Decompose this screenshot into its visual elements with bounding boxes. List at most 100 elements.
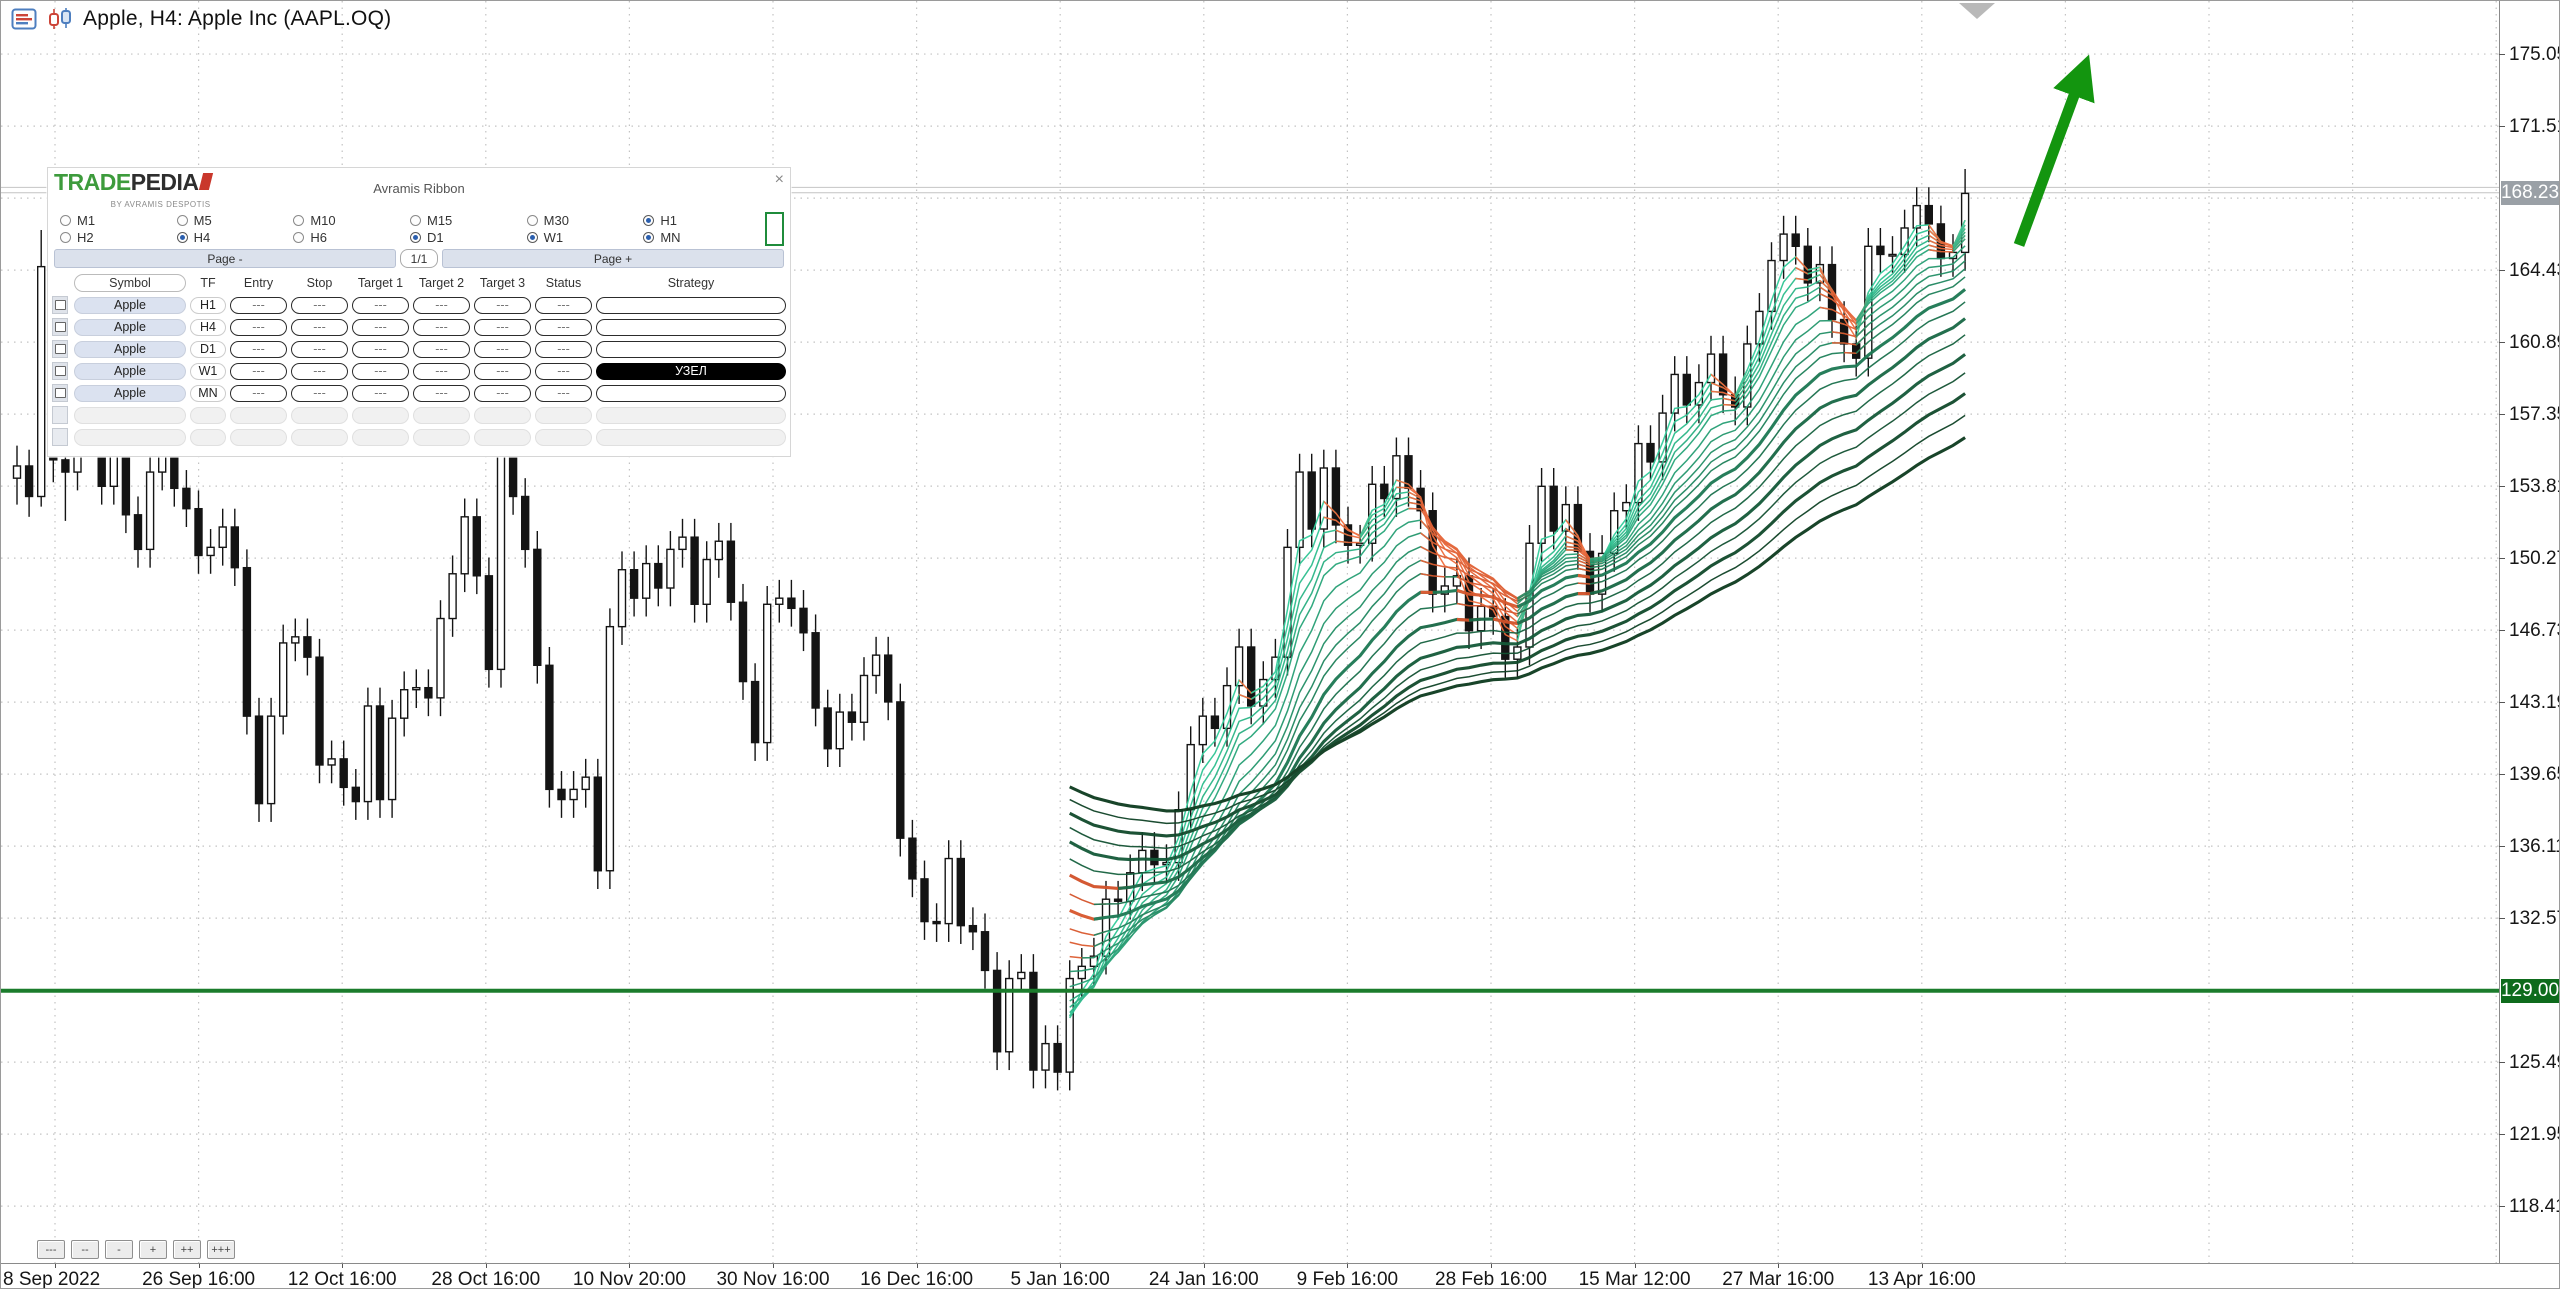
entry-cell[interactable]: --- — [230, 340, 287, 358]
timeframe-option-h6[interactable]: H6 — [293, 230, 410, 245]
radio-icon[interactable] — [409, 232, 421, 243]
symbol-cell[interactable]: Apple — [74, 362, 186, 380]
timeframe-option-d1[interactable]: D1 — [409, 230, 527, 245]
entry-cell[interactable] — [230, 428, 287, 446]
chart-scale-button[interactable]: + — [139, 1240, 167, 1259]
status-cell[interactable] — [535, 406, 592, 424]
radio-icon[interactable] — [643, 215, 655, 226]
timeframe-option-h4[interactable]: H4 — [176, 230, 294, 245]
target3-cell[interactable]: --- — [474, 296, 531, 314]
target1-cell[interactable]: --- — [352, 340, 409, 358]
radio-icon[interactable] — [526, 232, 538, 243]
chart-shift-marker[interactable] — [1959, 3, 1995, 19]
target1-cell[interactable]: --- — [352, 362, 409, 380]
stop-cell[interactable] — [291, 406, 348, 424]
strategy-cell[interactable] — [596, 384, 786, 402]
page-prev-button[interactable]: Page - — [54, 249, 396, 268]
status-cell[interactable]: --- — [535, 296, 592, 314]
chart-scale-button[interactable]: - — [105, 1240, 133, 1259]
close-icon[interactable]: × — [774, 171, 784, 188]
trend-arrow-drawing[interactable] — [2013, 54, 2095, 247]
symbol-cell[interactable] — [74, 406, 186, 424]
radio-icon[interactable] — [60, 232, 71, 243]
radio-icon[interactable] — [293, 215, 305, 226]
row-checkbox[interactable] — [52, 362, 68, 380]
target1-cell[interactable] — [352, 406, 409, 424]
target1-cell[interactable]: --- — [352, 384, 409, 402]
strategy-cell[interactable] — [596, 318, 786, 336]
chart-scale-button[interactable]: +++ — [207, 1240, 235, 1259]
avramis-ribbon-panel[interactable]: TRADEPEDIA BY AVRAMIS DESPOTIS Avramis R… — [47, 167, 791, 457]
symbol-cell[interactable]: Apple — [74, 340, 186, 358]
target1-cell[interactable]: --- — [352, 318, 409, 336]
row-checkbox[interactable] — [52, 296, 68, 314]
target3-cell[interactable]: --- — [474, 362, 531, 380]
timeframe-option-h1[interactable]: H1 — [643, 213, 760, 228]
chart-scale-button[interactable]: --- — [37, 1240, 65, 1259]
strategy-cell[interactable]: УЗЕЛ — [596, 362, 786, 380]
timeframe-option-m10[interactable]: M10 — [293, 213, 410, 228]
row-checkbox[interactable] — [52, 340, 68, 358]
radio-icon[interactable] — [409, 215, 421, 226]
timeframe-option-m15[interactable]: M15 — [409, 213, 527, 228]
status-cell[interactable] — [535, 428, 592, 446]
entry-cell[interactable] — [230, 406, 287, 424]
strategy-cell[interactable] — [596, 340, 786, 358]
radio-icon[interactable] — [176, 215, 188, 226]
stop-cell[interactable]: --- — [291, 296, 348, 314]
horizontal-level-line[interactable] — [1, 988, 2499, 993]
strategy-cell[interactable] — [596, 428, 786, 446]
target2-cell[interactable]: --- — [413, 296, 470, 314]
timeframe-option-m30[interactable]: M30 — [526, 213, 644, 228]
time-axis[interactable]: 8 Sep 2022 26 Sep 16:00 12 Oct 16:00 28 Oct… — [1, 1264, 2559, 1288]
symbol-cell[interactable]: Apple — [74, 296, 186, 314]
entry-cell[interactable]: --- — [230, 318, 287, 336]
symbol-cell[interactable]: Apple — [74, 318, 186, 336]
chart-scale-button[interactable]: ++ — [173, 1240, 201, 1259]
target3-cell[interactable]: --- — [474, 384, 531, 402]
row-checkbox[interactable] — [52, 384, 68, 402]
stop-cell[interactable]: --- — [291, 384, 348, 402]
status-cell[interactable]: --- — [535, 340, 592, 358]
row-checkbox[interactable] — [52, 318, 68, 336]
target1-cell[interactable]: --- — [352, 296, 409, 314]
radio-icon[interactable] — [643, 232, 655, 243]
quotes-list-icon[interactable] — [11, 7, 37, 31]
status-cell[interactable]: --- — [535, 318, 592, 336]
page-next-button[interactable]: Page + — [442, 249, 784, 268]
timeframe-option-m1[interactable]: M1 — [60, 213, 177, 228]
target2-cell[interactable]: --- — [413, 340, 470, 358]
row-checkbox[interactable] — [52, 428, 68, 446]
target3-cell[interactable] — [474, 428, 531, 446]
timeframe-option-w1[interactable]: W1 — [526, 230, 644, 245]
chart-scale-button[interactable]: -- — [71, 1240, 99, 1259]
target2-cell[interactable]: --- — [413, 362, 470, 380]
radio-icon[interactable] — [293, 232, 305, 243]
target2-cell[interactable] — [413, 406, 470, 424]
status-cell[interactable]: --- — [535, 362, 592, 380]
radio-icon[interactable] — [176, 232, 188, 243]
timeframe-option-m5[interactable]: M5 — [176, 213, 294, 228]
stop-cell[interactable]: --- — [291, 362, 348, 380]
stop-cell[interactable] — [291, 428, 348, 446]
target3-cell[interactable] — [474, 406, 531, 424]
radio-icon[interactable] — [60, 215, 71, 226]
row-checkbox[interactable] — [52, 406, 68, 424]
symbol-cell[interactable]: Apple — [74, 384, 186, 402]
candlestick-chart-icon[interactable] — [47, 7, 73, 31]
timeframe-option-h2[interactable]: H2 — [60, 230, 177, 245]
entry-cell[interactable]: --- — [230, 362, 287, 380]
symbol-cell[interactable] — [74, 428, 186, 446]
apply-ribbon-button[interactable] — [765, 212, 784, 246]
target2-cell[interactable]: --- — [413, 384, 470, 402]
strategy-cell[interactable] — [596, 296, 786, 314]
status-cell[interactable]: --- — [535, 384, 592, 402]
target3-cell[interactable]: --- — [474, 340, 531, 358]
timeframe-option-mn[interactable]: MN — [643, 230, 760, 245]
target2-cell[interactable] — [413, 428, 470, 446]
price-axis[interactable]: 175.05 171.51 164.43 160.89 157.35 153.81 150.… — [2499, 1, 2559, 1263]
entry-cell[interactable]: --- — [230, 296, 287, 314]
target2-cell[interactable]: --- — [413, 318, 470, 336]
target3-cell[interactable]: --- — [474, 318, 531, 336]
price-chart[interactable] — [1, 1, 2499, 1263]
